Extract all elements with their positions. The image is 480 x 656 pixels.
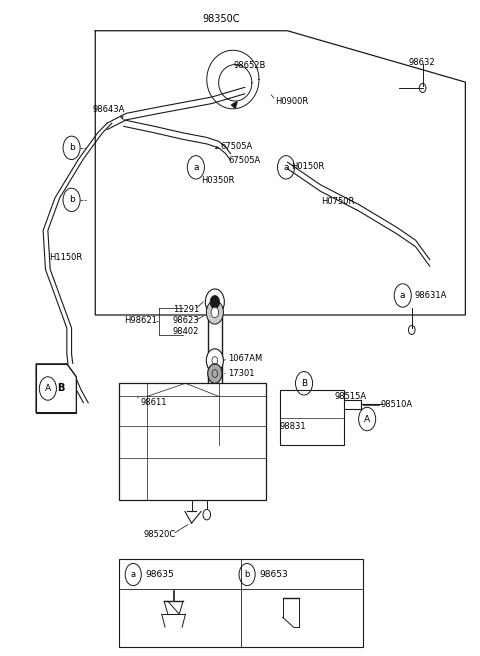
Text: 98510A: 98510A	[381, 400, 413, 409]
Text: 98350C: 98350C	[202, 14, 240, 24]
Text: H1150R: H1150R	[49, 253, 83, 262]
Text: A: A	[364, 415, 370, 424]
Text: 98623: 98623	[173, 316, 199, 325]
Text: 98611: 98611	[140, 398, 167, 407]
Text: B: B	[301, 379, 307, 388]
Text: 17301: 17301	[228, 369, 254, 378]
Text: H98621: H98621	[124, 316, 156, 325]
Text: 98520C: 98520C	[144, 529, 176, 539]
Text: H0750R: H0750R	[322, 197, 355, 207]
Text: 98652B: 98652B	[233, 62, 266, 70]
Text: 98635: 98635	[145, 570, 174, 579]
Text: 98831: 98831	[279, 422, 306, 431]
FancyBboxPatch shape	[36, 364, 76, 413]
Text: 98653: 98653	[259, 570, 288, 579]
Text: 98515A: 98515A	[335, 392, 367, 401]
Text: b: b	[69, 195, 74, 205]
Text: b: b	[69, 143, 74, 152]
Text: 98643A: 98643A	[93, 105, 125, 114]
Polygon shape	[67, 364, 76, 377]
Text: 67505A: 67505A	[220, 142, 252, 151]
Text: a: a	[193, 163, 199, 172]
Circle shape	[206, 349, 223, 372]
Polygon shape	[231, 102, 237, 108]
Text: 98631A: 98631A	[414, 291, 446, 300]
Text: A: A	[45, 384, 51, 393]
Circle shape	[206, 300, 223, 324]
Text: a: a	[400, 291, 406, 300]
Text: 98632: 98632	[408, 58, 435, 67]
Circle shape	[205, 289, 224, 315]
Circle shape	[208, 364, 222, 383]
Text: 11291: 11291	[173, 304, 199, 314]
Circle shape	[211, 307, 219, 318]
Text: a: a	[283, 163, 289, 172]
FancyBboxPatch shape	[280, 390, 344, 445]
Text: B: B	[57, 384, 64, 394]
Text: 1067AM: 1067AM	[228, 354, 263, 363]
Text: 98402: 98402	[173, 327, 199, 336]
Text: 67505A: 67505A	[228, 155, 260, 165]
Text: a: a	[131, 570, 136, 579]
Text: H0900R: H0900R	[276, 97, 309, 106]
Circle shape	[210, 295, 219, 308]
FancyBboxPatch shape	[119, 559, 363, 647]
Text: H0350R: H0350R	[201, 176, 234, 186]
Text: b: b	[244, 570, 250, 579]
Text: H0150R: H0150R	[291, 162, 324, 171]
FancyBboxPatch shape	[119, 383, 266, 501]
